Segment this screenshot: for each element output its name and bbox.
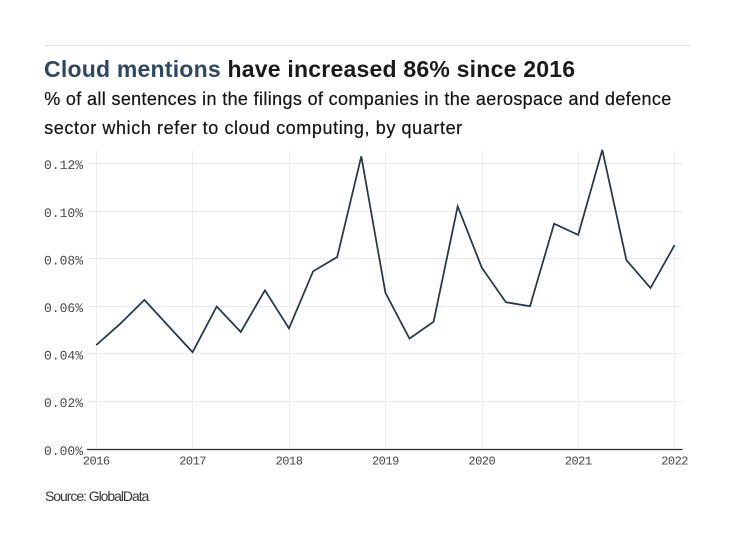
svg-text:2022: 2022 (661, 455, 688, 469)
svg-text:2021: 2021 (565, 455, 592, 469)
svg-text:0.00%: 0.00% (44, 444, 83, 459)
svg-text:0.02%: 0.02% (44, 396, 83, 411)
svg-text:2020: 2020 (468, 455, 495, 469)
svg-text:0.04%: 0.04% (44, 349, 83, 364)
svg-text:2019: 2019 (372, 455, 399, 469)
svg-text:0.06%: 0.06% (44, 301, 83, 316)
svg-text:0.08%: 0.08% (44, 253, 83, 268)
svg-text:2016: 2016 (83, 455, 110, 469)
svg-text:0.12%: 0.12% (44, 158, 83, 173)
svg-text:0.10%: 0.10% (44, 206, 83, 221)
svg-text:2017: 2017 (179, 455, 206, 469)
svg-text:2018: 2018 (276, 455, 303, 469)
